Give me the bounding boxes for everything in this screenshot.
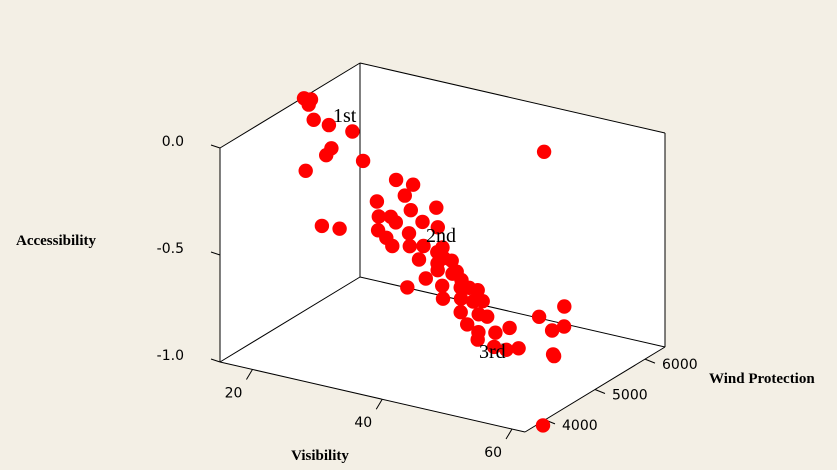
data-point xyxy=(296,91,312,106)
data-point xyxy=(321,117,337,133)
y-axis-label: Wind Protection xyxy=(709,371,815,387)
z-tick xyxy=(210,251,221,256)
data-point xyxy=(471,307,486,322)
data-point xyxy=(371,209,386,224)
x-tick xyxy=(505,428,513,440)
data-point xyxy=(314,218,330,234)
data-point xyxy=(557,299,572,314)
x-tick-label: 40 xyxy=(354,415,372,431)
data-point xyxy=(499,342,514,357)
data-point xyxy=(397,188,412,203)
plot-box xyxy=(219,62,666,433)
data-point xyxy=(345,124,360,139)
data-point xyxy=(429,200,444,215)
data-point xyxy=(544,323,560,338)
data-point xyxy=(306,112,321,128)
box-edge xyxy=(219,361,526,433)
y-tick xyxy=(594,389,606,394)
x-tick-label: 20 xyxy=(225,385,243,401)
data-point xyxy=(319,148,334,163)
annotation-3rd: 3rd xyxy=(479,341,506,363)
data-point xyxy=(511,341,526,356)
x-tick xyxy=(246,369,253,380)
data-point xyxy=(536,144,552,159)
data-point xyxy=(435,291,451,306)
y-tick xyxy=(644,358,656,364)
data-point xyxy=(435,278,450,293)
data-point xyxy=(298,163,313,178)
floor-wall xyxy=(220,277,665,432)
x-axis-label: Visibility xyxy=(291,448,349,464)
data-point xyxy=(400,280,415,295)
y-tick-label: 6000 xyxy=(662,357,698,373)
data-point xyxy=(411,252,427,267)
data-point xyxy=(405,177,421,192)
left-back-wall xyxy=(220,63,360,362)
data-point xyxy=(546,348,562,364)
data-point xyxy=(430,220,445,235)
annotation-2nd: 2nd xyxy=(426,225,456,247)
data-point xyxy=(453,291,469,306)
data-point xyxy=(332,221,347,236)
data-point xyxy=(556,319,572,334)
z-tick xyxy=(210,358,221,363)
data-point xyxy=(488,325,503,340)
data-point xyxy=(460,317,475,332)
data-point xyxy=(402,239,417,254)
z-tick-label: -1.0 xyxy=(157,348,184,364)
data-point xyxy=(453,280,468,295)
data-point xyxy=(445,266,460,281)
axis-ticks: 20 40 60 4000 5000 6000 0.0 -0.5 -1.0 xyxy=(157,134,698,461)
data-point xyxy=(415,214,430,230)
data-points xyxy=(296,91,572,433)
data-point xyxy=(385,238,400,254)
data-point xyxy=(369,194,385,209)
y-tick-label: 5000 xyxy=(612,388,648,404)
data-point xyxy=(418,271,433,286)
x-tick-label: 60 xyxy=(484,445,502,461)
box-edge xyxy=(219,276,361,363)
data-point xyxy=(355,153,371,169)
data-point xyxy=(466,294,481,309)
y-tick-label: 4000 xyxy=(562,418,598,434)
x-tick xyxy=(375,398,383,410)
data-point xyxy=(486,339,502,355)
data-point xyxy=(535,418,551,433)
data-point xyxy=(388,215,403,230)
point-annotations: 1st 2nd 3rd xyxy=(333,105,506,363)
z-tick-label: 0.0 xyxy=(162,134,184,150)
annotation-1st: 1st xyxy=(333,105,357,127)
data-point xyxy=(403,203,418,218)
box-edge xyxy=(219,62,361,149)
box-edge xyxy=(359,62,666,134)
axis-labels: Visibility Wind Protection Accessibility xyxy=(16,233,815,464)
data-point xyxy=(388,172,404,188)
data-point xyxy=(416,238,431,254)
z-axis-label: Accessibility xyxy=(16,233,96,249)
data-point xyxy=(531,309,547,324)
z-tick-label: -0.5 xyxy=(157,241,184,257)
data-point xyxy=(401,226,417,241)
data-point xyxy=(470,332,485,347)
data-point xyxy=(502,320,517,336)
data-point xyxy=(453,305,468,320)
data-point xyxy=(430,263,445,278)
z-tick xyxy=(210,144,221,149)
